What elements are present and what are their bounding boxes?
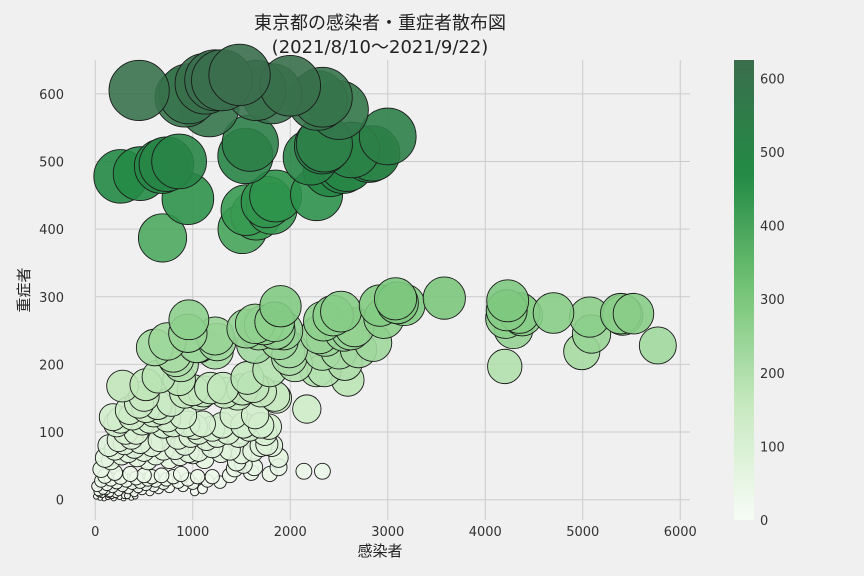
scatter-point (486, 279, 530, 323)
chart-title: 東京都の感染者・重症者散布図 (254, 13, 506, 34)
scatter-point (259, 285, 302, 328)
scatter-point (204, 469, 220, 485)
y-tick-label: 200 (39, 358, 64, 373)
x-tick-label: 0 (91, 525, 99, 540)
scatter-point (136, 467, 152, 484)
scatter-point (314, 462, 331, 480)
scatter-point (122, 466, 139, 483)
y-axis-label: 重症者 (15, 267, 33, 312)
scatter-point (168, 299, 210, 341)
scatter-point (638, 326, 677, 365)
scatter-point (358, 107, 417, 166)
scatter-point (137, 213, 188, 263)
scatter-point (320, 290, 362, 333)
colorbar-tick-label: 300 (760, 293, 785, 308)
y-tick-label: 500 (39, 155, 64, 170)
x-tick-label: 3000 (371, 525, 404, 540)
x-tick-label: 4000 (469, 525, 502, 540)
scatter-point (108, 59, 170, 122)
scatter-point (208, 43, 271, 107)
x-tick-label: 2000 (274, 525, 307, 540)
scatter-point (532, 292, 575, 334)
y-tick-label: 0 (56, 494, 64, 509)
colorbar (734, 60, 754, 520)
scatter-point (373, 277, 418, 321)
colorbar-tick-label: 0 (760, 514, 768, 529)
scatter-point (292, 394, 322, 424)
x-tick-label: 6000 (664, 525, 697, 540)
x-tick-label: 1000 (176, 525, 209, 540)
scatter-point (190, 469, 206, 485)
x-axis-label: 感染者 (357, 542, 402, 560)
chart-subtitle: (2021/8/10〜2021/9/22) (272, 37, 489, 58)
colorbar-tick-label: 600 (760, 72, 785, 87)
scatter-point (422, 276, 466, 320)
scatter-point (259, 54, 322, 117)
y-tick-label: 400 (39, 223, 64, 238)
scatter-point (295, 462, 313, 480)
y-tick-label: 600 (39, 88, 64, 103)
scatter-point (612, 292, 655, 335)
scatter-point (153, 467, 170, 484)
scatter-point (487, 348, 523, 385)
scatter-point (173, 466, 190, 483)
x-tick-label: 5000 (566, 525, 599, 540)
colorbar-tick-label: 200 (760, 367, 785, 382)
scatter-point (151, 133, 207, 190)
colorbar-tick-label: 400 (760, 220, 785, 235)
colorbar-tick-label: 500 (760, 146, 785, 161)
y-tick-label: 100 (39, 426, 64, 441)
y-tick-label: 300 (39, 291, 64, 306)
colorbar-tick-label: 100 (760, 440, 785, 455)
